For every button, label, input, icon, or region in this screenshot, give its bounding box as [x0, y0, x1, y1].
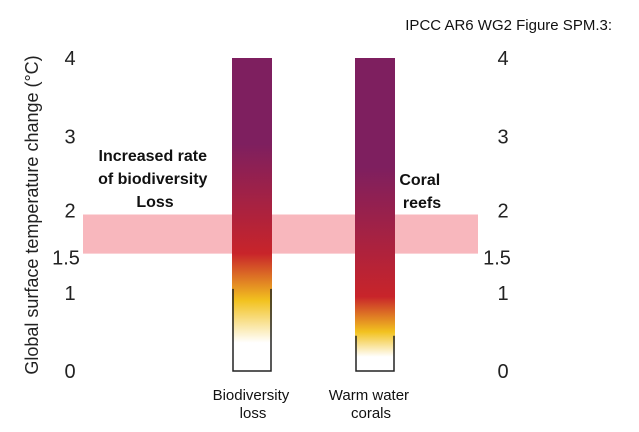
y-tick-left-2: 2	[64, 201, 75, 223]
y-tick-right-3: 3	[497, 126, 508, 148]
source-label: IPCC AR6 WG2 Figure SPM.3:	[405, 17, 612, 34]
annotation-biodiversity-line-1: Increased rate	[99, 148, 208, 165]
category-label-corals: Warm water corals	[329, 387, 413, 422]
category-label-corals-line-2: corals	[351, 405, 391, 422]
risk-bar-outline-biodiversity	[232, 288, 272, 372]
y-ticks-left: 0 1 1.5 2 3 4	[52, 48, 80, 383]
y-tick-right-0: 0	[497, 361, 508, 383]
category-label-biodiversity-line-2: loss	[240, 405, 267, 422]
y-tick-left-4: 4	[64, 48, 75, 70]
y-tick-left-1.5: 1.5	[52, 248, 80, 270]
y-axis-label: Global surface temperature change (°C)	[22, 55, 42, 374]
y-tick-right-4: 4	[497, 48, 508, 70]
y-tick-right-1.5: 1.5	[483, 248, 511, 270]
category-label-corals-line-1: Warm water	[329, 387, 409, 404]
risk-bar-biodiversity	[232, 58, 272, 371]
y-tick-left-1: 1	[64, 283, 75, 305]
y-tick-right-1: 1	[497, 283, 508, 305]
category-label-biodiversity-line-1: Biodiversity	[213, 387, 290, 404]
risk-bar-corals	[355, 58, 395, 371]
bars	[232, 58, 395, 372]
annotation-coral-reefs: Coral reefs	[399, 172, 444, 212]
y-tick-left-0: 0	[64, 361, 75, 383]
category-label-biodiversity: Biodiversity loss	[213, 387, 294, 422]
annotations: Increased rate of biodiversity Loss Cora…	[98, 148, 444, 212]
annotation-biodiversity-line-3: Loss	[136, 194, 173, 211]
annotation-biodiversity: Increased rate of biodiversity Loss	[98, 148, 212, 211]
annotation-biodiversity-line-2: of biodiversity	[98, 171, 207, 188]
annotation-coral-reefs-line-2: reefs	[403, 195, 441, 212]
y-tick-left-3: 3	[64, 126, 75, 148]
highlight-band-1.5-2C	[83, 214, 478, 254]
category-labels: Biodiversity loss Warm water corals	[213, 387, 413, 422]
annotation-coral-reefs-line-1: Coral	[399, 172, 440, 189]
risk-bar-outline-corals	[355, 335, 395, 372]
y-ticks-right: 0 1 1.5 2 3 4	[483, 48, 511, 383]
y-tick-right-2: 2	[497, 201, 508, 223]
